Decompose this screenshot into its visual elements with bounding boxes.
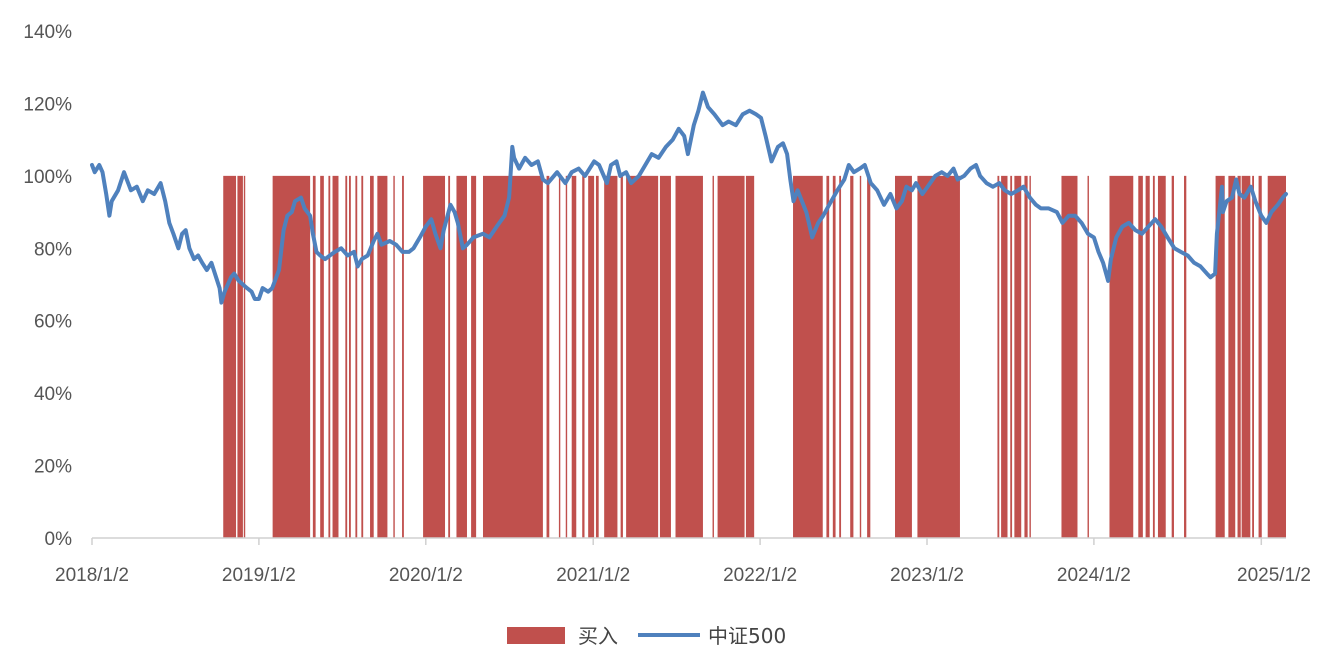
legend-swatch-buy bbox=[507, 627, 565, 644]
x-tick-label: 2024/1/2 bbox=[1057, 565, 1131, 586]
buy-bar bbox=[1029, 175, 1031, 539]
x-tick-label: 2025/1/2 bbox=[1237, 565, 1311, 586]
y-tick-label: 120% bbox=[23, 94, 72, 115]
index-line bbox=[90, 90, 1288, 305]
buy-bar bbox=[1138, 175, 1143, 539]
buy-bars bbox=[223, 175, 1286, 539]
buy-bar bbox=[675, 175, 703, 539]
buy-bar bbox=[859, 175, 862, 539]
buy-bar bbox=[588, 175, 595, 539]
buy-bar bbox=[659, 175, 671, 539]
buy-bar bbox=[1024, 175, 1028, 539]
x-tick-label: 2018/1/2 bbox=[55, 565, 129, 586]
buy-bar bbox=[1184, 175, 1187, 539]
buy-bar bbox=[826, 175, 830, 539]
x-tick-label: 2023/1/2 bbox=[890, 565, 964, 586]
buy-bar bbox=[626, 175, 659, 539]
buy-bar bbox=[571, 175, 577, 539]
buy-bar bbox=[1258, 175, 1262, 539]
y-tick-label: 20% bbox=[34, 457, 72, 478]
buy-bar bbox=[349, 175, 351, 539]
axes: 0% 20% 40% 60% 80% 100% 120% 140% 2018/1/2 2019/1… bbox=[23, 22, 1311, 586]
buy-bar bbox=[355, 175, 358, 539]
buy-bar bbox=[1152, 175, 1155, 539]
buy-bar bbox=[582, 175, 585, 539]
buy-bar bbox=[867, 175, 871, 539]
buy-bar bbox=[1010, 175, 1013, 539]
buy-bar bbox=[402, 175, 404, 539]
buy-bar bbox=[243, 175, 246, 539]
buy-bar bbox=[1267, 175, 1286, 539]
x-tick-label: 2020/1/2 bbox=[389, 565, 463, 586]
buy-bar bbox=[595, 175, 599, 539]
buy-bar bbox=[745, 175, 755, 539]
buy-bar bbox=[1228, 175, 1236, 539]
buy-bar bbox=[1014, 175, 1022, 539]
buy-bar bbox=[448, 175, 451, 539]
buy-bar bbox=[558, 175, 561, 539]
buy-bar bbox=[1237, 175, 1241, 539]
buy-bar bbox=[377, 175, 388, 539]
x-tick-label: 2021/1/2 bbox=[556, 565, 630, 586]
buy-bar bbox=[370, 175, 374, 539]
buy-bar bbox=[1215, 175, 1225, 539]
buy-bar bbox=[917, 175, 960, 539]
y-tick-label: 0% bbox=[45, 529, 73, 550]
buy-bar bbox=[482, 175, 543, 539]
buy-bar bbox=[456, 175, 467, 539]
buy-bar bbox=[565, 175, 568, 539]
x-tick-label: 2022/1/2 bbox=[723, 565, 797, 586]
buy-bar bbox=[1157, 175, 1166, 539]
buy-bar bbox=[1001, 175, 1008, 539]
y-tick-label: 140% bbox=[23, 22, 72, 43]
buy-bar bbox=[712, 175, 714, 539]
buy-bar bbox=[471, 175, 477, 539]
legend-label-buy: 买入 bbox=[578, 624, 618, 648]
buy-bar bbox=[423, 175, 446, 539]
buy-bar bbox=[312, 175, 316, 539]
legend-label-index: 中证500 bbox=[708, 624, 786, 648]
buy-bar bbox=[332, 175, 339, 539]
buy-bar bbox=[793, 175, 823, 539]
buy-bar bbox=[361, 175, 364, 539]
buy-bar bbox=[1252, 175, 1254, 539]
buy-bar bbox=[1109, 175, 1134, 539]
buy-bar bbox=[1241, 175, 1251, 539]
buy-bar bbox=[223, 175, 237, 539]
y-tick-label: 40% bbox=[34, 384, 72, 405]
buy-bar bbox=[328, 175, 331, 539]
buy-bar bbox=[839, 175, 842, 539]
x-tick-label: 2019/1/2 bbox=[222, 565, 296, 586]
buy-bar bbox=[320, 175, 324, 539]
buy-bar bbox=[997, 175, 1000, 539]
buy-bar bbox=[1171, 175, 1174, 539]
buy-bar bbox=[272, 175, 311, 539]
buy-bar bbox=[604, 175, 618, 539]
buy-bar bbox=[1061, 175, 1078, 539]
buy-bar bbox=[237, 175, 243, 539]
buy-bar bbox=[895, 175, 912, 539]
buy-bar bbox=[832, 175, 836, 539]
buy-bar bbox=[620, 175, 623, 539]
legend: 买入 中证500 bbox=[507, 624, 786, 648]
buy-bar bbox=[1145, 175, 1150, 539]
buy-bar bbox=[717, 175, 745, 539]
buy-bar bbox=[1087, 175, 1089, 539]
buy-bar bbox=[393, 175, 395, 539]
buy-bar bbox=[345, 175, 348, 539]
buy-bar bbox=[546, 175, 550, 539]
index-line-layer bbox=[90, 90, 1288, 305]
y-tick-label: 60% bbox=[34, 312, 72, 333]
y-tick-label: 100% bbox=[23, 167, 72, 188]
y-tick-label: 80% bbox=[34, 239, 72, 260]
buy-bar bbox=[850, 175, 854, 539]
